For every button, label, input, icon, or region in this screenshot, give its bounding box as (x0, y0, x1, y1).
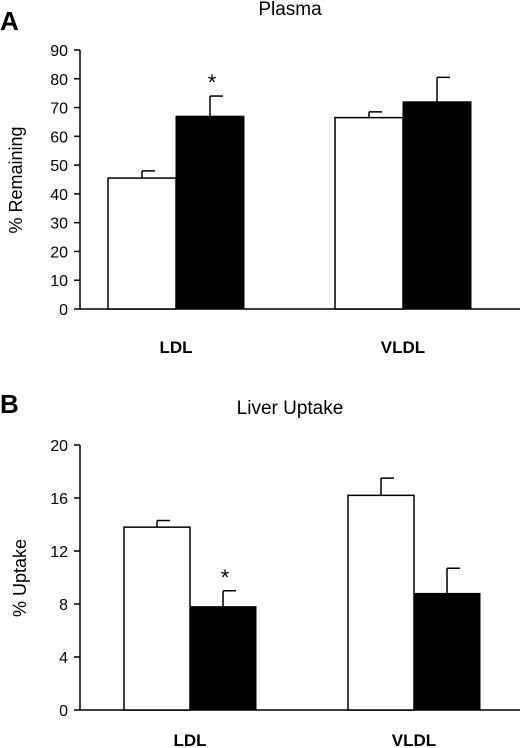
panel-b-bar (347, 494, 415, 711)
panel-b-y-axis-label: % Uptake (10, 539, 30, 617)
panel-b-y-tick-label: 12 (50, 544, 68, 561)
panel-b-bar (123, 526, 191, 711)
panel-a-y-tick-label: 30 (50, 216, 68, 233)
panel-a-title: Plasma (258, 0, 322, 20)
panel-b-category-label: VLDL (392, 731, 436, 748)
panel-a-category-label: LDL (159, 338, 192, 357)
panel-a-bar (107, 177, 177, 310)
panel-a-y-tick-label: 0 (59, 302, 68, 319)
panel-b-letter: B (0, 389, 19, 419)
panel-a-y-tick-label: 70 (50, 101, 68, 118)
panel-b-bar (189, 606, 257, 711)
panel-a-letter: A (0, 6, 19, 36)
panel-b-significance-asterisk: * (221, 565, 230, 590)
panel-b-y-tick-label: 4 (59, 650, 68, 667)
panel-a-y-tick-label: 60 (50, 129, 68, 146)
panel-a-y-tick-label: 90 (50, 43, 68, 60)
panel-b-y-tick-label: 0 (59, 703, 68, 720)
panel-b-category-label: LDL (173, 731, 206, 748)
panel-a-y-axis-label: % Remaining (6, 126, 26, 233)
panel-a-bar (402, 101, 472, 310)
panel-a-category-label: VLDL (381, 338, 425, 357)
panel-a-y-tick-label: 50 (50, 158, 68, 175)
panel-a-significance-asterisk: * (208, 70, 217, 95)
panel-a-y-tick-label: 20 (50, 244, 68, 261)
panel-b-title: Liver Uptake (237, 398, 344, 419)
panel-a-y-tick-label: 80 (50, 72, 68, 89)
panel-b-bar (413, 592, 481, 711)
panel-b-y-tick-label: 8 (59, 597, 68, 614)
panel-a-y-tick-label: 10 (50, 273, 68, 290)
panel-a-y-tick-label: 40 (50, 187, 68, 204)
panel-a-bar (175, 115, 245, 310)
panel-b-y-tick-label: 20 (50, 438, 68, 455)
panel-b-y-tick-label: 16 (50, 491, 68, 508)
panel-a-bar (334, 116, 404, 310)
